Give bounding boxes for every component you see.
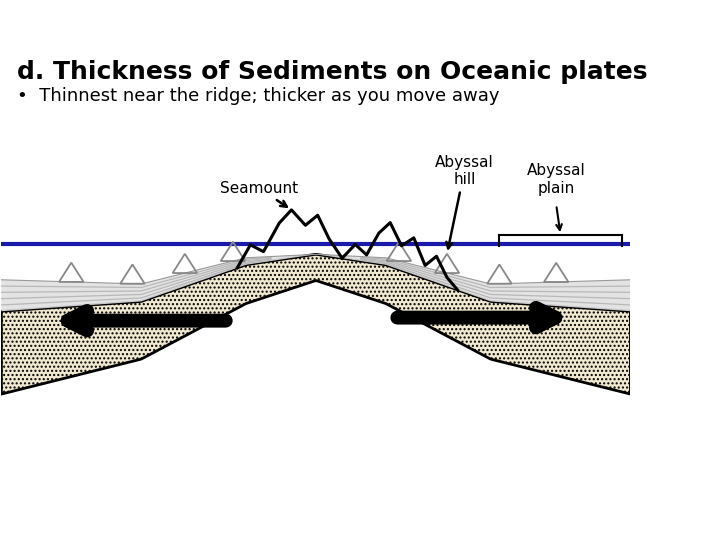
Polygon shape (1, 254, 631, 311)
Text: Abyssal
plain: Abyssal plain (527, 163, 585, 195)
Text: d. Thickness of Sediments on Oceanic plates: d. Thickness of Sediments on Oceanic pla… (17, 60, 647, 84)
Polygon shape (1, 254, 631, 394)
Text: Abyssal
hill: Abyssal hill (435, 154, 494, 248)
Text: Seamount: Seamount (220, 181, 298, 207)
Text: •  Thinnest near the ridge; thicker as you move away: • Thinnest near the ridge; thicker as yo… (17, 86, 500, 105)
